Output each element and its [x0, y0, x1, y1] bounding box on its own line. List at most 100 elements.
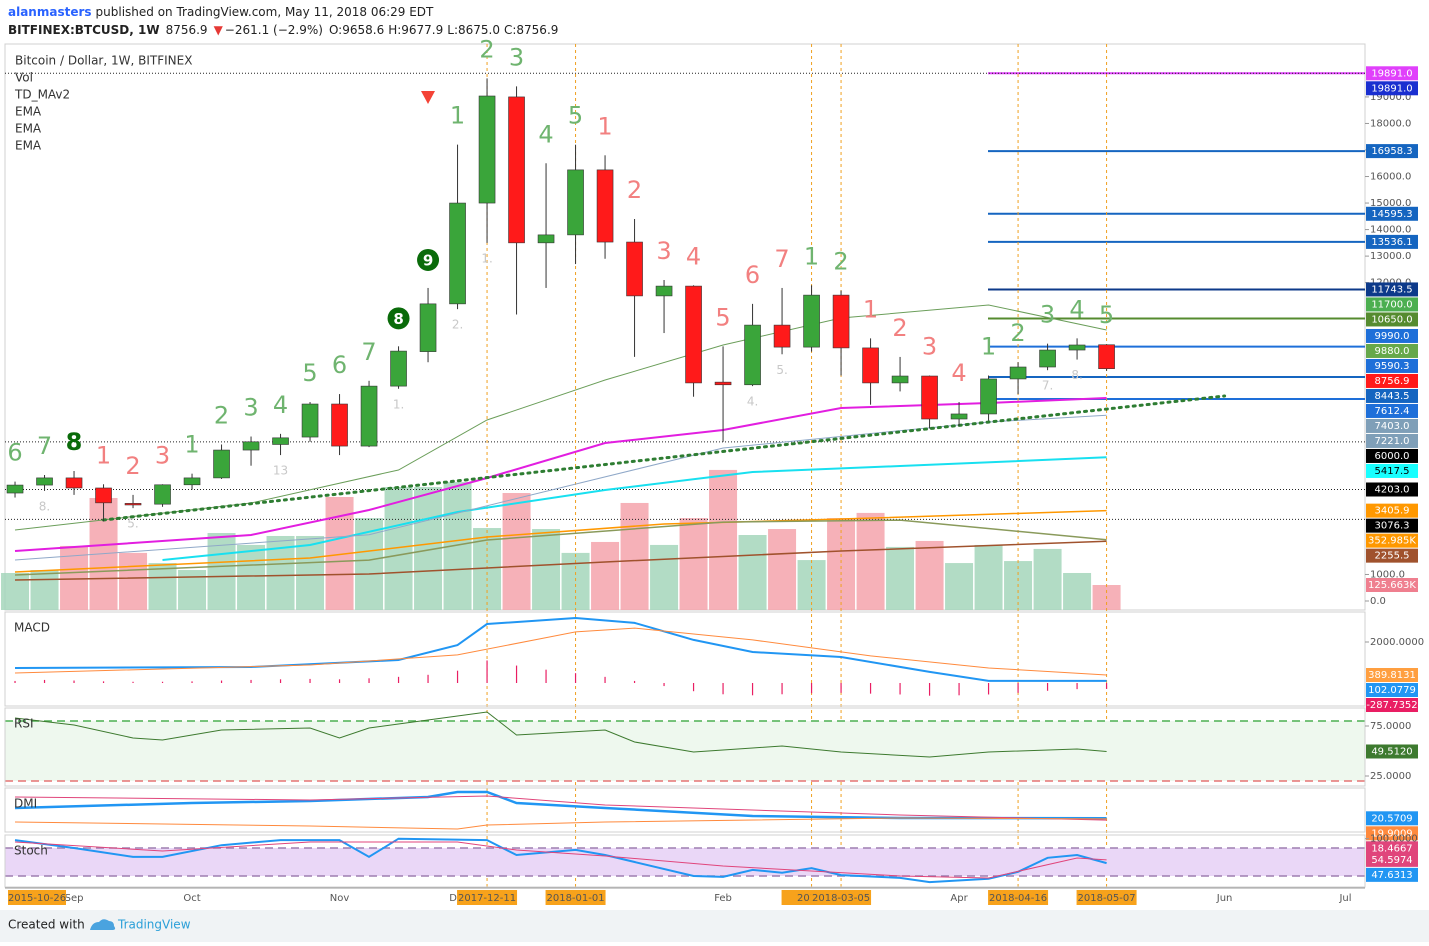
price-tag-label: 13536.1 — [1371, 237, 1412, 248]
td-count: 8. — [39, 499, 50, 513]
pane-frame — [4, 787, 1366, 833]
candle-body — [154, 484, 171, 505]
price-tag — [1366, 867, 1418, 882]
x-tick-label: Apr — [950, 893, 968, 904]
td-number: 4 — [273, 391, 288, 419]
y-tick-label: 15000.0 — [1370, 198, 1411, 209]
price-tag — [1366, 312, 1418, 327]
footer-text: Created with — [8, 918, 85, 932]
price-tag — [1366, 811, 1418, 826]
td-number: 3 — [656, 237, 671, 265]
td-number: 6 — [745, 261, 760, 289]
author[interactable]: alanmasters — [8, 5, 92, 19]
date-label: 2018-03-05 — [812, 893, 870, 904]
price-tag — [1366, 826, 1418, 841]
price-tag — [1366, 683, 1418, 698]
td-number: 2 — [892, 314, 907, 342]
price-tag-label: 9590.3 — [1375, 361, 1410, 372]
y-tick-label: 18000.0 — [1370, 118, 1411, 129]
td-count: 1. — [481, 251, 492, 265]
td-number: 3 — [1040, 301, 1055, 329]
price-tag-label: 5417.5 — [1375, 466, 1410, 477]
candle-body — [360, 385, 378, 447]
volume-bar — [738, 534, 767, 610]
volume-bar — [856, 512, 885, 610]
volume-bar — [886, 546, 915, 610]
indicator-line — [14, 397, 1107, 552]
price-tag-label: 18.4667 — [1371, 843, 1412, 854]
volume-bar — [148, 563, 177, 610]
pane-title: RSI — [14, 717, 34, 731]
candle-body — [95, 487, 112, 504]
brand[interactable]: TradingView — [117, 918, 191, 932]
candle-body — [1068, 344, 1086, 351]
price-tag — [1366, 533, 1418, 548]
candle-body — [6, 484, 24, 494]
x-tick-label: Jun — [1216, 893, 1233, 904]
date-box — [545, 890, 606, 905]
price-tag-label: 54.5974 — [1371, 855, 1412, 866]
candle-body — [449, 202, 466, 305]
price-tag — [1366, 841, 1418, 856]
indicator-line — [14, 304, 1107, 531]
td-count: 13 — [273, 464, 288, 478]
indicator-line — [14, 837, 1107, 884]
price-tag — [1366, 448, 1418, 463]
td-number: 5 — [715, 303, 730, 331]
td-number: 5 — [568, 102, 583, 130]
high: H:9677.9 — [388, 23, 443, 37]
panes: 19000.018000.017000.016000.015000.014000… — [1, 35, 1424, 905]
volume-bar — [532, 529, 561, 610]
candle-body — [744, 324, 761, 386]
date-label: 2017-12-11 — [458, 893, 516, 904]
last-price: 8756.9 — [166, 23, 208, 37]
indicator-line — [14, 540, 1107, 581]
volume-bar — [1033, 548, 1062, 610]
price-tag-label: 10650.0 — [1371, 314, 1412, 325]
td-count: 8. — [1071, 368, 1082, 382]
price-tag — [1366, 698, 1418, 713]
date-label: 2018-01-01 — [546, 893, 604, 904]
band-fill — [5, 848, 1365, 876]
indicator-line — [14, 817, 1107, 830]
price-tag-label: 7612.4 — [1375, 406, 1410, 417]
price-tag-label: 7403.0 — [1375, 421, 1410, 432]
volume-bar — [1, 572, 30, 610]
volume-bar — [620, 502, 649, 610]
price-tag-label: 19891.0 — [1371, 83, 1412, 94]
td-number: 9 — [423, 251, 433, 269]
x-tick-label: Nov — [330, 893, 350, 904]
candle-body — [626, 241, 643, 297]
td-number: 4 — [951, 359, 966, 387]
price-tag — [1366, 403, 1418, 418]
price-tag-label: 11700.0 — [1371, 299, 1412, 310]
price-tag-label: 4203.0 — [1375, 484, 1410, 495]
candle-body — [862, 347, 879, 384]
td-number: 1 — [184, 431, 199, 459]
volume-bar — [237, 544, 266, 610]
td-number: 5 — [1099, 301, 1114, 329]
td-number: 2 — [479, 35, 494, 63]
price-tag — [1366, 433, 1418, 448]
indicator-line — [14, 711, 1107, 758]
price-tag-label: 8756.9 — [1375, 376, 1410, 387]
price-tag — [1366, 518, 1418, 533]
candle-body — [36, 477, 53, 486]
pane-title: Stoch — [14, 844, 48, 858]
date-label: 2018-04-16 — [989, 893, 1047, 904]
candle-body — [478, 95, 496, 204]
td-number: 3 — [922, 332, 937, 360]
price-tag — [1366, 744, 1418, 759]
indicator-line — [14, 627, 1107, 676]
candle-body — [980, 378, 997, 415]
date-box — [8, 890, 66, 905]
td-number: 6 — [7, 439, 22, 467]
td-number: 2 — [125, 452, 140, 480]
price-tag-label: 16958.3 — [1371, 146, 1412, 157]
price-tag — [1366, 144, 1418, 159]
td-number: 3 — [243, 394, 258, 422]
symbol: BITFINEX:BTCUSD, 1W — [8, 23, 160, 37]
x-tick-label: Feb — [714, 893, 732, 904]
price-tag-label: 3405.9 — [1375, 506, 1410, 517]
